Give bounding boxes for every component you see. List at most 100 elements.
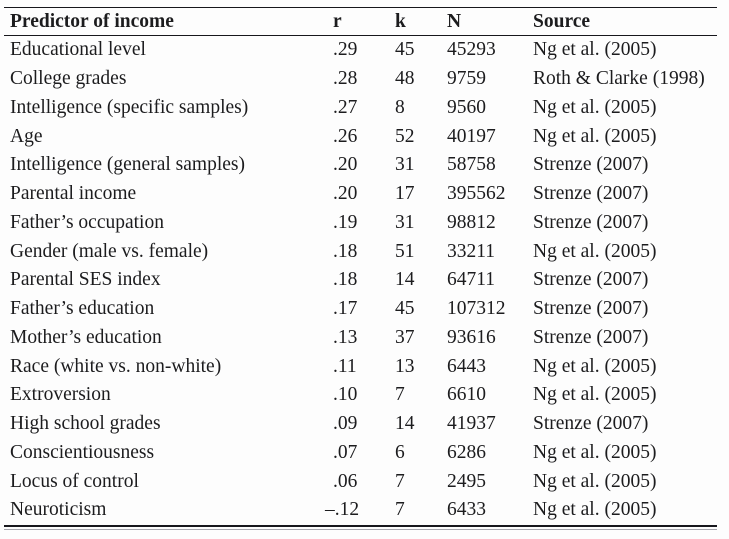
cell-r: .19 xyxy=(333,211,358,233)
cell-source: Ng et al. (2005) xyxy=(533,470,657,492)
cell-predictor: Parental income xyxy=(10,183,137,205)
cell-source: Ng et al. (2005) xyxy=(533,499,657,521)
cell-predictor: Age xyxy=(10,125,43,147)
column-header-r: r xyxy=(333,7,395,36)
column-header-predictor: Predictor of income xyxy=(4,7,333,36)
cell-k: 14 xyxy=(395,269,415,291)
cell-r: .10 xyxy=(333,384,358,406)
cell-k: 31 xyxy=(395,154,415,176)
cell-n: 6610 xyxy=(447,384,486,406)
cell-r: .18 xyxy=(333,269,358,291)
cell-predictor: Father’s education xyxy=(10,298,155,320)
table-row: Extroversion .10 7 6610 Ng et al. (2005) xyxy=(4,381,717,410)
table-row: Intelligence (specific samples) .27 8 95… xyxy=(4,94,717,123)
bottom-rule-echo xyxy=(4,528,717,531)
cell-source: Roth & Clarke (1998) xyxy=(533,68,705,90)
cell-source: Strenze (2007) xyxy=(533,269,649,291)
cell-predictor: College grades xyxy=(10,68,127,90)
cell-n: 9560 xyxy=(447,96,486,118)
cell-source: Ng et al. (2005) xyxy=(533,441,657,463)
table-row: Age .26 52 40197 Ng et al. (2005) xyxy=(4,122,717,151)
cell-n: 6286 xyxy=(447,441,486,463)
cell-predictor: Gender (male vs. female) xyxy=(10,240,209,262)
cell-r: .27 xyxy=(333,96,358,118)
cell-n: 40197 xyxy=(447,125,496,147)
table-row: College grades .28 48 9759 Roth & Clarke… xyxy=(4,65,717,94)
table-row: Parental SES index .18 14 64711 Strenze … xyxy=(4,266,717,295)
column-header-n: N xyxy=(447,7,533,36)
income-predictors-table-wrap: Predictor of income r k N Source Educati… xyxy=(4,7,717,531)
table-header: Predictor of income r k N Source xyxy=(4,7,717,36)
cell-k: 7 xyxy=(395,384,405,406)
table-row: Intelligence (general samples) .20 31 58… xyxy=(4,151,717,180)
cell-r: .07 xyxy=(333,441,358,463)
cell-r: .17 xyxy=(333,298,358,320)
cell-r: .20 xyxy=(333,183,358,205)
cell-k: 51 xyxy=(395,240,415,262)
cell-predictor: Extroversion xyxy=(10,384,111,406)
table-row: Locus of control .06 7 2495 Ng et al. (2… xyxy=(4,467,717,496)
cell-predictor: Father’s occupation xyxy=(10,211,164,233)
cell-k: 13 xyxy=(395,355,415,377)
header-row: Predictor of income r k N Source xyxy=(4,7,717,36)
cell-source: Ng et al. (2005) xyxy=(533,125,657,147)
table-row: Educational level .29 45 45293 Ng et al.… xyxy=(4,36,717,65)
cell-source: Ng et al. (2005) xyxy=(533,355,657,377)
cell-predictor: Locus of control xyxy=(10,470,139,492)
cell-k: 45 xyxy=(395,39,415,61)
income-predictors-table: Predictor of income r k N Source Educati… xyxy=(4,7,717,527)
cell-predictor: Intelligence (general samples) xyxy=(10,154,245,176)
cell-k: 45 xyxy=(395,298,415,320)
cell-n: 45293 xyxy=(447,39,496,61)
column-header-source: Source xyxy=(533,7,717,36)
cell-r: .13 xyxy=(333,326,358,348)
cell-r: .26 xyxy=(333,125,358,147)
cell-k: 7 xyxy=(395,499,405,521)
cell-k: 52 xyxy=(395,125,415,147)
cell-source: Strenze (2007) xyxy=(533,298,649,320)
cell-predictor: Conscientiousness xyxy=(10,441,155,463)
cell-predictor: Race (white vs. non-white) xyxy=(10,355,222,377)
cell-predictor: Mother’s education xyxy=(10,326,162,348)
cell-n: 58758 xyxy=(447,154,496,176)
cell-r: .09 xyxy=(333,413,358,435)
cell-source: Ng et al. (2005) xyxy=(533,96,657,118)
cell-n: 9759 xyxy=(447,68,486,90)
cell-r: .20 xyxy=(333,154,358,176)
cell-r: .18 xyxy=(333,240,358,262)
cell-k: 17 xyxy=(395,183,415,205)
cell-r: .28 xyxy=(333,68,358,90)
cell-n: 41937 xyxy=(447,413,496,435)
cell-k: 14 xyxy=(395,413,415,435)
cell-n: 6443 xyxy=(447,355,486,377)
cell-k: 7 xyxy=(395,470,405,492)
table-row: Father’s education .17 45 107312 Strenze… xyxy=(4,295,717,324)
cell-n: 93616 xyxy=(447,326,496,348)
cell-k: 37 xyxy=(395,326,415,348)
table-row: Parental income .20 17 395562 Strenze (2… xyxy=(4,180,717,209)
cell-predictor: Intelligence (specific samples) xyxy=(10,96,249,118)
cell-k: 48 xyxy=(395,68,415,90)
cell-source: Ng et al. (2005) xyxy=(533,39,657,61)
cell-predictor: Educational level xyxy=(10,39,146,61)
cell-source: Strenze (2007) xyxy=(533,183,649,205)
cell-source: Strenze (2007) xyxy=(533,154,649,176)
cell-predictor: Neuroticism xyxy=(10,499,107,521)
table-body: Educational level .29 45 45293 Ng et al.… xyxy=(4,36,717,526)
table-row: Mother’s education .13 37 93616 Strenze … xyxy=(4,324,717,353)
cell-predictor: Parental SES index xyxy=(10,269,161,291)
cell-r: .06 xyxy=(333,470,358,492)
cell-n: 395562 xyxy=(447,183,506,205)
cell-k: 6 xyxy=(395,441,405,463)
cell-n: 33211 xyxy=(447,240,496,262)
cell-source: Strenze (2007) xyxy=(533,413,649,435)
cell-k: 31 xyxy=(395,211,415,233)
cell-n: 2495 xyxy=(447,470,486,492)
table-row: Neuroticism –.12 7 6433 Ng et al. (2005) xyxy=(4,496,717,526)
cell-source: Strenze (2007) xyxy=(533,211,649,233)
cell-n: 107312 xyxy=(447,298,506,320)
cell-source: Strenze (2007) xyxy=(533,326,649,348)
table-row: Race (white vs. non-white) .11 13 6443 N… xyxy=(4,352,717,381)
cell-r: .11 xyxy=(333,355,357,377)
cell-r: –.12 xyxy=(325,499,360,521)
